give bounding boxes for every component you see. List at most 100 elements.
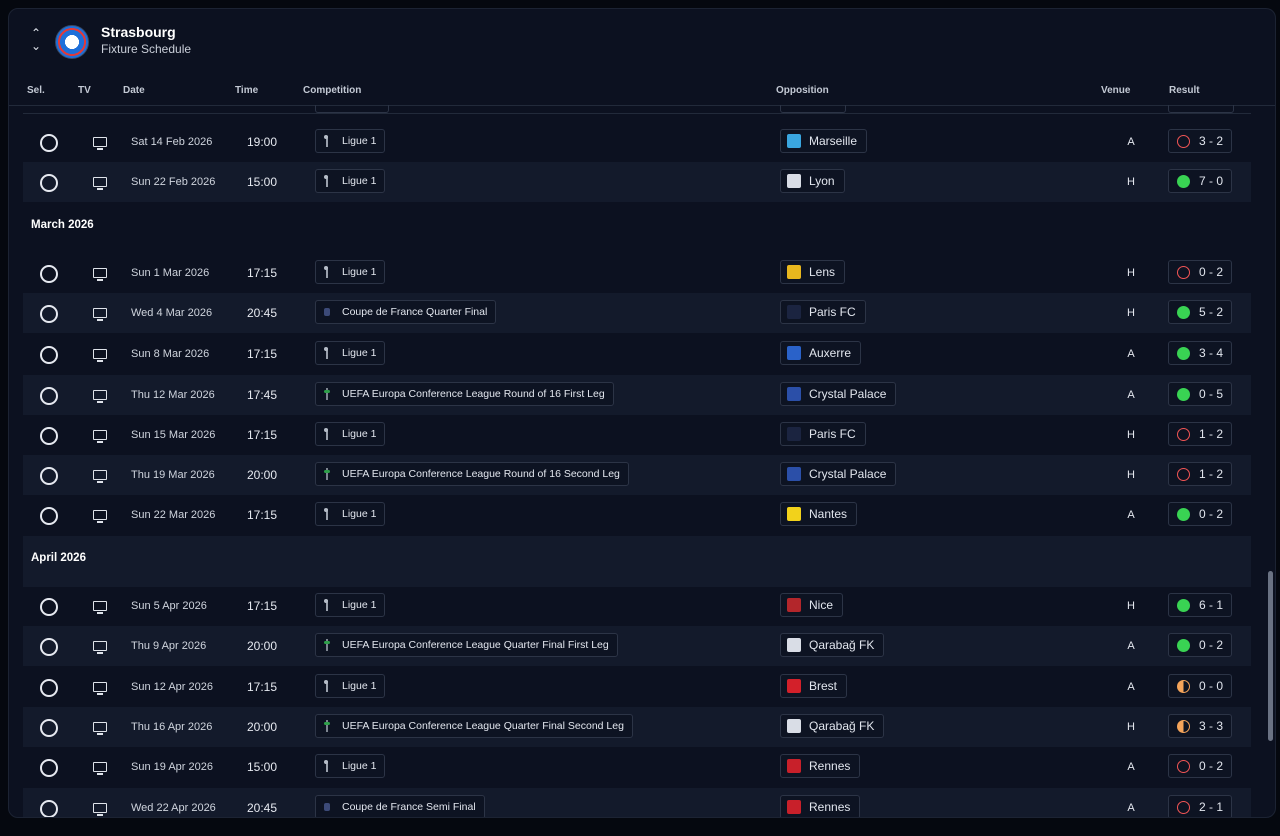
competition-chip[interactable]: UEFA Europa Conference League Quarter Fi…: [315, 714, 633, 738]
result-chip[interactable]: 0 - 2: [1168, 260, 1233, 284]
fixture-row[interactable]: Sun 22 Mar 2026 17:15 Ligue 1 Nantes A 0 - 2: [23, 495, 1251, 535]
club-badge-icon: [787, 427, 801, 441]
result-chip[interactable]: 6 - 1: [1168, 593, 1233, 617]
fixture-row[interactable]: Sun 12 Apr 2026 17:15 Ligue 1 Brest A 0 - 0: [23, 667, 1251, 707]
fixture-row[interactable]: Sun 8 Mar 2026 17:15 Ligue 1 Auxerre A 3 - 4: [23, 334, 1251, 374]
fixture-time: 17:15: [247, 599, 278, 613]
fixture-row[interactable]: Sun 1 Mar 2026 17:15 Ligue 1 Lens H 0 - 2: [23, 253, 1251, 293]
select-radio[interactable]: [40, 598, 58, 616]
result-chip[interactable]: 1 - 2: [1168, 422, 1233, 446]
competition-chip[interactable]: Ligue 1: [315, 674, 386, 698]
select-radio[interactable]: [40, 174, 58, 192]
club-crest-icon[interactable]: [55, 25, 89, 59]
select-radio[interactable]: [40, 719, 58, 737]
competition-chip[interactable]: UEFA Europa Conference League Quarter Fi…: [315, 633, 618, 657]
column-header-venue[interactable]: Venue: [1101, 85, 1131, 96]
fixture-row[interactable]: Sun 5 Apr 2026 17:15 Ligue 1 Nice H 6 - 1: [23, 586, 1251, 626]
scrollbar-thumb[interactable]: [1268, 571, 1273, 741]
column-header-result[interactable]: Result: [1169, 85, 1200, 96]
opposition-chip[interactable]: Lens: [780, 260, 846, 284]
competition-chip[interactable]: Ligue 1: [315, 129, 386, 153]
column-header-time[interactable]: Time: [235, 85, 259, 96]
competition-chip[interactable]: UEFA Europa Conference League Round of 1…: [315, 382, 614, 406]
result-chip[interactable]: 3 - 4: [1168, 341, 1233, 365]
competition-chip[interactable]: Ligue 1: [315, 260, 386, 284]
opposition-chip[interactable]: Paris FC: [780, 300, 866, 324]
select-radio[interactable]: [40, 467, 58, 485]
select-radio[interactable]: [40, 507, 58, 525]
result-chip[interactable]: 0 - 2: [1168, 754, 1233, 778]
fixture-row[interactable]: Thu 12 Mar 2026 17:45 UEFA Europa Conferen…: [23, 375, 1251, 415]
select-radio[interactable]: [40, 800, 58, 817]
opposition-chip[interactable]: Brest: [780, 674, 848, 698]
opposition-chip[interactable]: Nice: [780, 593, 844, 617]
select-radio[interactable]: [40, 134, 58, 152]
opposition-chip[interactable]: Marseille: [780, 129, 868, 153]
result-chip[interactable]: 0 - 0: [1168, 674, 1233, 698]
result-chip[interactable]: 5 - 2: [1168, 300, 1233, 324]
fixture-row[interactable]: Sun 15 Mar 2026 17:15 Ligue 1 Paris FC H 1 - …: [23, 415, 1251, 455]
fixture-date: Sun 1 Mar 2026: [131, 267, 210, 279]
chevron-down-icon[interactable]: ⌄: [30, 39, 42, 53]
fixture-row[interactable]: Wed 22 Apr 2026 20:45 Coupe de France Semi…: [23, 788, 1251, 817]
fixture-venue: A: [1127, 681, 1135, 693]
result-win-icon: [1177, 387, 1190, 401]
opposition-chip[interactable]: Qarabağ FK: [780, 633, 885, 657]
fixture-row[interactable]: Sun 22 Feb 2026 15:00 Ligue 1 Lyon H 7 - 0: [23, 162, 1251, 202]
club-name[interactable]: Strasbourg: [101, 24, 176, 40]
result-chip[interactable]: 3 - 2: [1168, 129, 1233, 153]
fixture-row[interactable]: Thu 19 Mar 2026 20:00 UEFA Europa Conferen…: [23, 455, 1251, 495]
select-radio[interactable]: [40, 265, 58, 283]
column-header-opposition[interactable]: Opposition: [776, 85, 829, 96]
competition-chip[interactable]: Ligue 1: [315, 341, 386, 365]
competition-chip[interactable]: Coupe de France Semi Final: [315, 795, 485, 817]
scrollbar[interactable]: [1268, 105, 1273, 817]
column-header-sel[interactable]: Sel.: [27, 85, 45, 96]
fixture-time: 15:00: [247, 175, 278, 189]
result-chip[interactable]: 0 - 2: [1168, 502, 1233, 526]
opposition-chip[interactable]: Crystal Palace: [780, 462, 897, 486]
fixture-row[interactable]: Sun 19 Apr 2026 15:00 Ligue 1 Rennes A 0 - 2: [23, 747, 1251, 787]
fixture-time: 17:15: [247, 428, 278, 442]
fixture-row[interactable]: Thu 9 Apr 2026 20:00 UEFA Europa Conferenc…: [23, 626, 1251, 666]
opposition-chip[interactable]: Paris FC: [780, 422, 866, 446]
result-chip[interactable]: 3 - 3: [1168, 714, 1233, 738]
competition-chip[interactable]: Ligue 1: [315, 502, 386, 526]
select-radio[interactable]: [40, 638, 58, 656]
competition-chip[interactable]: Ligue 1: [315, 422, 386, 446]
competition-chip[interactable]: UEFA Europa Conference League Round of 1…: [315, 462, 629, 486]
select-radio[interactable]: [40, 759, 58, 777]
select-radio[interactable]: [40, 387, 58, 405]
result-chip[interactable]: 0 - 5: [1168, 382, 1233, 406]
opposition-chip[interactable]: Rennes: [780, 754, 861, 778]
fixture-row[interactable]: Wed 4 Mar 2026 20:45 Coupe de France Quart…: [23, 293, 1251, 333]
fixture-date: Wed 22 Apr 2026: [131, 802, 216, 814]
result-chip[interactable]: 0 - 2: [1168, 633, 1233, 657]
result-chip[interactable]: 2 - 1: [1168, 795, 1233, 817]
competition-chip[interactable]: Coupe de France Quarter Final: [315, 300, 497, 324]
select-radio[interactable]: [40, 427, 58, 445]
competition-chip[interactable]: Ligue 1: [315, 754, 386, 778]
opposition-chip[interactable]: Auxerre: [780, 341, 862, 365]
chevron-up-icon[interactable]: ⌃: [30, 26, 42, 40]
competition-chip[interactable]: Ligue 1: [315, 169, 386, 193]
opposition-chip[interactable]: Crystal Palace: [780, 382, 897, 406]
select-radio[interactable]: [40, 305, 58, 323]
result-chip[interactable]: 1 - 2: [1168, 462, 1233, 486]
tv-icon: [93, 430, 107, 443]
select-radio[interactable]: [40, 346, 58, 364]
result-score: 6 - 1: [1199, 598, 1224, 612]
column-header-competition[interactable]: Competition: [303, 85, 362, 96]
opposition-chip[interactable]: Lyon: [780, 169, 845, 193]
opposition-chip[interactable]: Qarabağ FK: [780, 714, 885, 738]
opposition-chip[interactable]: Nantes: [780, 502, 858, 526]
select-radio[interactable]: [40, 679, 58, 697]
fixture-row[interactable]: Sat 14 Feb 2026 19:00 Ligue 1 Marseille A 3 -…: [23, 122, 1251, 162]
result-score: 1 - 2: [1199, 427, 1224, 441]
column-header-tv[interactable]: TV: [78, 85, 91, 96]
competition-chip[interactable]: Ligue 1: [315, 593, 386, 617]
column-header-date[interactable]: Date: [123, 85, 145, 96]
result-chip[interactable]: 7 - 0: [1168, 169, 1233, 193]
opposition-chip[interactable]: Rennes: [780, 795, 861, 817]
fixture-row[interactable]: Thu 16 Apr 2026 20:00 UEFA Europa Conferen…: [23, 707, 1251, 747]
